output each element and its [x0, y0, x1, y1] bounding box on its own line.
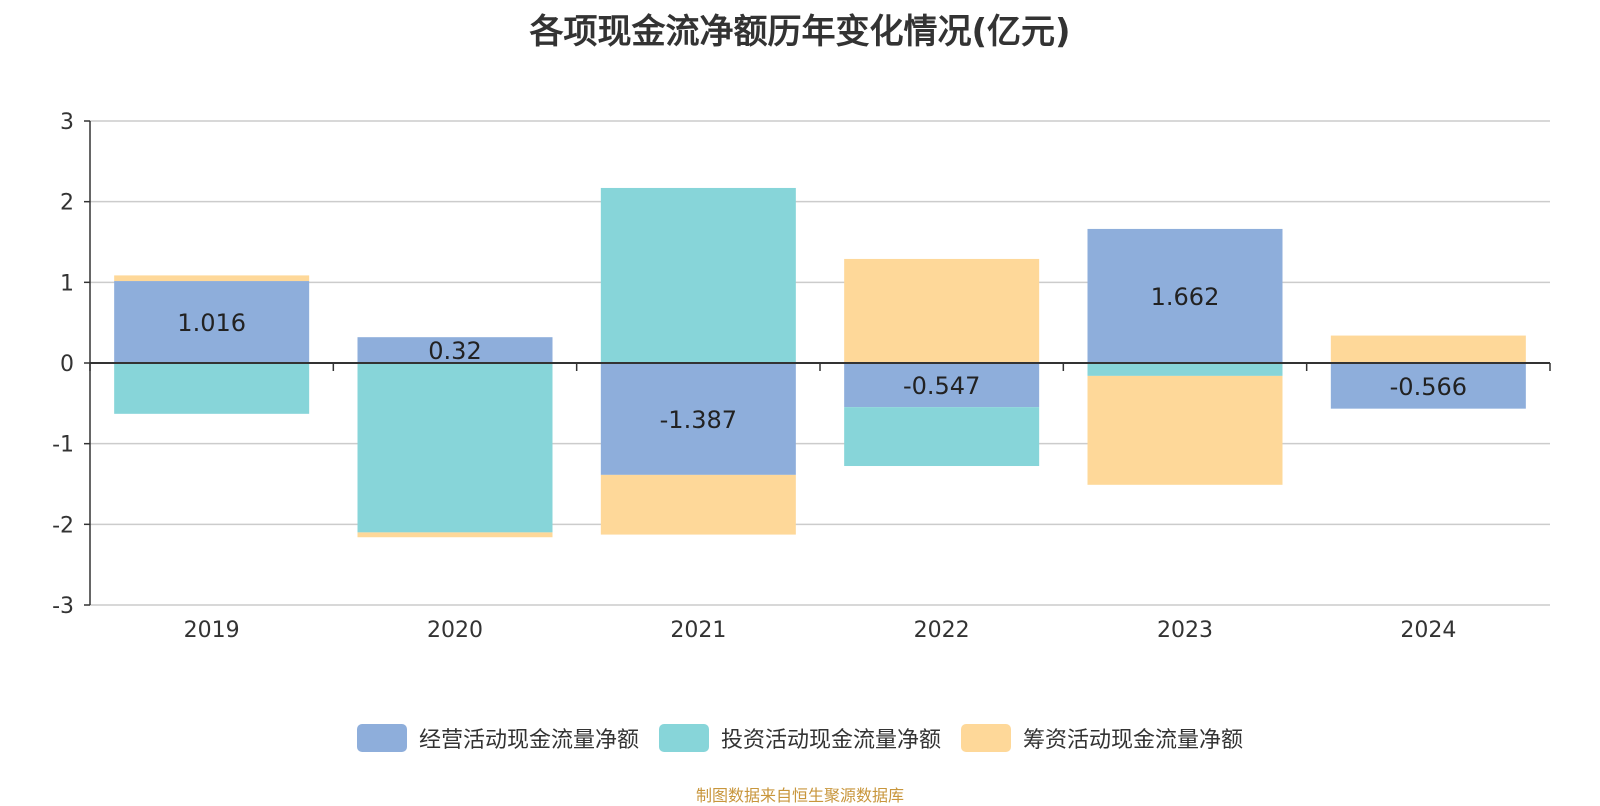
bar-financing [114, 275, 310, 282]
x-tick-label: 2019 [184, 618, 240, 643]
legend-swatch-investing [658, 724, 709, 752]
bar-investing [600, 187, 796, 363]
y-tick-label: 2 [60, 191, 74, 216]
bar-financing [600, 474, 796, 535]
legend-item-operating[interactable]: 经营活动现金流量净额 [356, 722, 639, 754]
legend: 经营活动现金流量净额 投资活动现金流量净额 筹资活动现金流量净额 [0, 722, 1600, 754]
grid-lines [90, 120, 1550, 606]
bar-operating [114, 281, 310, 363]
data-label: 1.662 [1151, 283, 1220, 311]
bar-financing [357, 532, 553, 538]
data-label: -0.566 [1390, 373, 1467, 401]
bar-operating [600, 363, 796, 475]
y-tick-label: -2 [52, 513, 74, 538]
bar-investing [844, 407, 1040, 467]
bars [114, 187, 1526, 538]
data-label: -0.547 [903, 372, 980, 400]
x-tick-label: 2023 [1157, 618, 1213, 643]
data-label: -1.387 [660, 406, 737, 434]
bar-investing [1087, 363, 1283, 376]
legend-item-financing[interactable]: 筹资活动现金流量净额 [961, 722, 1243, 754]
legend-label-operating: 经营活动现金流量净额 [418, 728, 639, 753]
data-source-note: 制图数据来自恒生聚源数据库 [695, 786, 904, 805]
legend-label-financing: 筹资活动现金流量净额 [1023, 728, 1244, 753]
bar-financing [844, 258, 1040, 363]
data-labels: 1.016 0.32 -1.387 -0.547 1.662 -0.566 [177, 283, 1467, 434]
y-tick-label: -3 [52, 594, 74, 619]
x-tick-label: 2021 [670, 618, 726, 643]
y-tick-label: 0 [60, 352, 74, 377]
y-tick-label: 3 [60, 110, 74, 135]
x-tick-label: 2022 [914, 618, 970, 643]
chart-title: 各项现金流净额历年变化情况(亿元) [529, 12, 1071, 52]
axes: 3 2 1 0 -1 -2 -3 2019 2020 2021 2022 2023 2024 [52, 110, 1551, 643]
y-tick-label: -1 [52, 433, 74, 458]
bar-investing [114, 363, 310, 414]
y-tick-label: 1 [60, 271, 74, 296]
bar-investing [357, 363, 553, 533]
legend-swatch-financing [961, 724, 1011, 752]
data-label: 1.016 [177, 309, 246, 337]
bar-financing [1087, 375, 1283, 485]
x-tick-label: 2020 [427, 618, 483, 643]
data-label: 0.32 [428, 337, 481, 365]
bar-operating [1330, 363, 1526, 409]
bar-financing [1330, 335, 1526, 363]
bar-operating [844, 363, 1040, 408]
legend-item-investing[interactable]: 投资活动现金流量净额 [658, 722, 941, 754]
bar-operating [357, 337, 553, 363]
legend-label-investing: 投资活动现金流量净额 [720, 728, 941, 753]
legend-swatch-operating [356, 724, 407, 752]
bar-operating [1087, 228, 1283, 363]
x-tick-label: 2024 [1400, 618, 1456, 643]
stacked-bar-chart: 3 2 1 0 -1 -2 -3 2019 2020 2021 2022 2023 2024 1.016… [52, 110, 1551, 643]
